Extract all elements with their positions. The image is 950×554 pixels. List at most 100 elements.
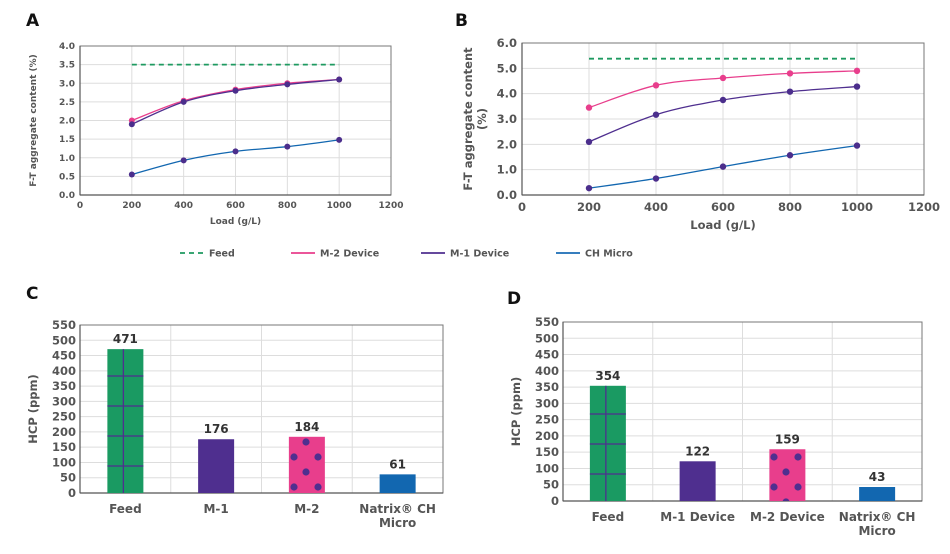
panel-label-d: D [507,289,521,309]
y-tick-label: 100 [535,461,559,475]
x-tick-label: 1200 [378,201,403,211]
x-tick-label: 600 [711,200,735,214]
legend: Feed M-2 Device M-1 Device CH Micro [180,249,633,260]
y-tick-label: 450 [52,349,76,363]
category-label: M-2 [294,502,319,516]
data-point [786,88,794,95]
y-tick-label: 450 [535,348,559,362]
data-point [128,121,135,128]
x-tick-label: 0 [77,201,83,211]
y-tick-label: 5.0 [497,61,517,75]
data-point [786,152,794,159]
y-tick-label: 2.0 [497,137,517,151]
x-tick-label: 200 [122,201,141,211]
data-point [853,83,861,90]
category-label: Feed [109,502,142,516]
data-point [719,74,727,82]
y-tick-label: 3.5 [59,61,75,71]
y-tick-label: 1.0 [59,154,75,164]
data-point [652,82,660,89]
data-label: 471 [113,332,138,346]
data-point [719,163,727,170]
legend-label: CH Micro [585,249,633,260]
y-tick-label: 400 [535,364,559,378]
panel-label-a: A [26,11,40,31]
y-tick-label: 350 [52,379,76,393]
data-label: 159 [775,432,800,446]
data-point [853,142,861,149]
x-tick-label: 200 [577,200,601,214]
y-axis-title: F-T aggregate content(%) [461,47,489,191]
category-label: M-1 Device [660,510,735,524]
category-label: M-1 [203,502,228,516]
bar-m-2 [288,436,325,493]
x-tick-label: 0 [518,200,526,214]
x-axis-title: Load (g/L) [210,217,261,227]
data-label: 122 [685,444,710,458]
data-point [232,148,239,155]
y-tick-label: 200 [535,429,559,443]
chart-d-hcp-bars: 0 50 100 150 200 250 300 350 400 450 500 550 HCP (pp… [509,315,923,538]
legend-label: M-2 Device [320,249,379,260]
y-tick-label: 300 [52,394,76,408]
data-point [180,98,187,105]
data-point [786,70,794,77]
bar-natrix-ch-micro [379,474,416,493]
x-tick-label: 600 [226,201,245,211]
y-tick-label: 3.0 [497,112,517,126]
category-label: Micro [858,524,895,538]
bar-feed [107,349,144,493]
y-tick-label: 50 [60,471,76,485]
y-tick-label: 1.5 [59,135,75,145]
data-point [652,111,660,118]
x-axis-title: Load (g/L) [690,218,756,232]
panel-label-b: B [455,11,468,31]
y-tick-label: 150 [535,445,559,459]
y-tick-label: 6.0 [497,36,517,50]
y-tick-label: 100 [52,455,76,469]
y-tick-label: 300 [535,396,559,410]
data-point [853,67,861,75]
x-tick-label: 1000 [841,200,873,214]
x-tick-label: 1000 [327,201,352,211]
y-tick-label: 500 [52,333,76,347]
category-label: Micro [379,516,416,530]
y-tick-label: 200 [52,425,76,439]
category-label: M-2 Device [750,510,825,524]
category-label: Natrix® CH [359,502,436,516]
data-point [336,76,343,83]
y-tick-label: 4.0 [497,87,517,101]
y-tick-label: 0 [68,486,76,500]
legend-label: Feed [209,249,235,260]
y-tick-label: 4.0 [59,42,75,52]
x-tick-label: 400 [174,201,193,211]
x-tick-label: 800 [278,201,297,211]
y-tick-label: 550 [52,318,76,332]
y-axis-title: HCP (ppm) [26,374,40,443]
legend-label: M-1 Device [450,249,509,260]
data-label: 43 [869,470,886,484]
data-label: 354 [595,369,620,383]
y-tick-label: 150 [52,440,76,454]
bar-m-1 [198,439,235,493]
data-label: 184 [294,420,319,434]
y-tick-label: 2.5 [59,98,75,108]
y-tick-label: 1.0 [497,163,517,177]
data-point [284,143,291,150]
data-point [180,157,187,164]
x-tick-label: 800 [778,200,802,214]
data-point [719,96,727,104]
y-tick-label: 350 [535,380,559,394]
x-tick-label: 400 [644,200,668,214]
data-point [336,136,343,143]
y-tick-label: 0 [551,494,559,508]
data-point [284,81,291,88]
y-tick-label: 250 [535,413,559,427]
data-label: 176 [204,422,229,436]
y-tick-label: 550 [535,315,559,329]
data-point [128,171,135,178]
data-point [652,175,660,182]
chart-a-aggregate-vs-load: 0.0 0.5 1.0 1.5 2.0 2.5 3.0 3.5 4.0 0 200 400 600 800… [29,42,404,227]
y-tick-label: 50 [543,478,559,492]
